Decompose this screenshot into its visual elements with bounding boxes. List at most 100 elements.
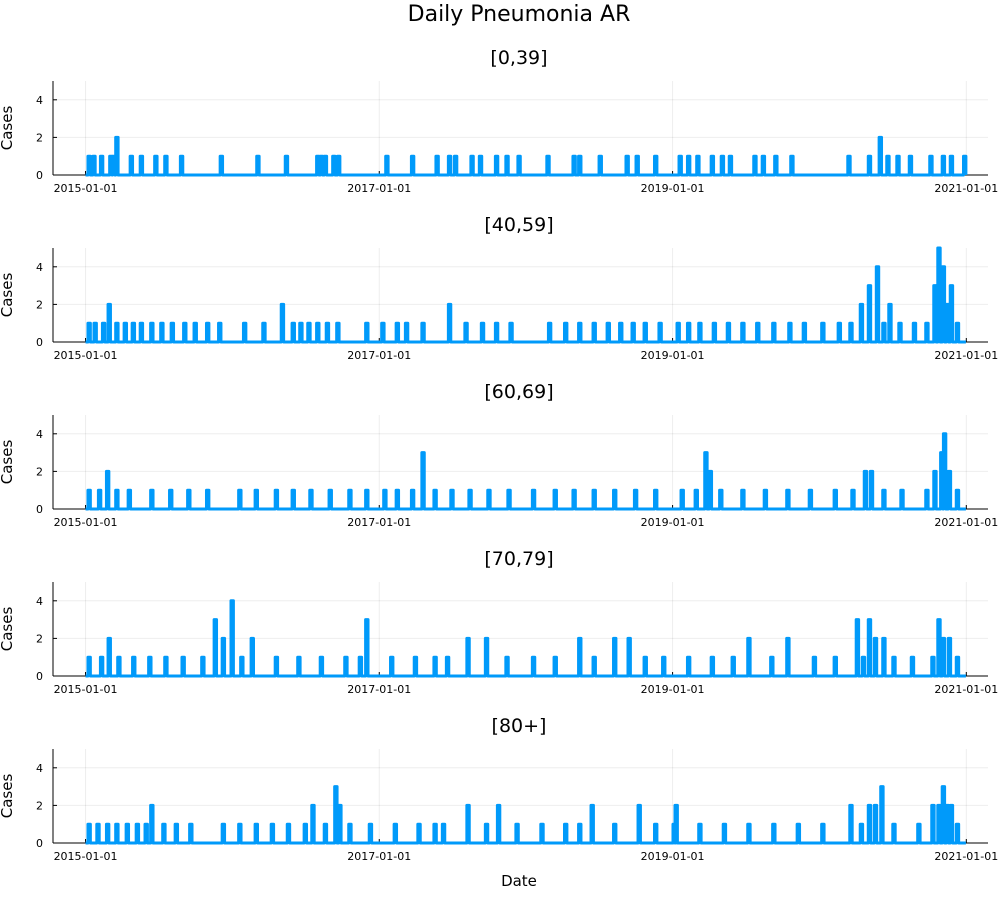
event-spike xyxy=(221,638,225,676)
event-spike xyxy=(892,824,896,843)
event-spike xyxy=(454,156,458,175)
event-spike xyxy=(238,490,242,509)
series-line xyxy=(85,135,968,177)
event-spike xyxy=(592,657,596,676)
event-spike xyxy=(139,323,143,342)
event-spike xyxy=(772,323,776,342)
event-spike xyxy=(243,323,247,342)
event-spike xyxy=(949,285,953,342)
event-spike xyxy=(365,323,369,342)
event-spike xyxy=(613,490,617,509)
event-spike xyxy=(323,824,327,843)
event-spike xyxy=(955,490,959,509)
event-spike xyxy=(464,323,468,342)
event-spike xyxy=(115,323,119,342)
y-tick-label: 0 xyxy=(36,503,43,516)
event-spike xyxy=(383,490,387,509)
y-axis-label: Cases xyxy=(0,273,16,318)
event-spike xyxy=(878,137,882,175)
event-spike xyxy=(107,304,111,342)
event-spike xyxy=(888,304,892,342)
event-spike xyxy=(139,156,143,175)
event-spike xyxy=(786,490,790,509)
event-spike xyxy=(925,490,929,509)
event-spike xyxy=(590,805,594,843)
event-spike xyxy=(183,323,187,342)
event-spike xyxy=(448,304,452,342)
event-spike xyxy=(213,619,217,676)
event-spike xyxy=(358,657,362,676)
event-spike xyxy=(123,323,127,342)
event-spike xyxy=(654,824,658,843)
event-spike xyxy=(708,471,712,509)
x-tick-label: 2019-01-01 xyxy=(641,850,705,863)
event-spike xyxy=(505,657,509,676)
event-spike xyxy=(468,490,472,509)
event-spike xyxy=(687,323,691,342)
event-spike xyxy=(206,323,210,342)
event-spike xyxy=(943,433,947,509)
event-spike xyxy=(710,657,714,676)
event-spike xyxy=(553,490,557,509)
event-spike xyxy=(867,285,871,342)
event-spike xyxy=(154,156,158,175)
event-spike xyxy=(509,323,513,342)
x-tick-label: 2021-01-01 xyxy=(934,349,998,362)
event-spike xyxy=(812,657,816,676)
event-spike xyxy=(625,156,629,175)
event-spike xyxy=(747,638,751,676)
panel-title: [80+] xyxy=(492,715,547,737)
event-spike xyxy=(435,156,439,175)
event-spike xyxy=(704,452,708,509)
event-spike xyxy=(761,156,765,175)
y-tick-label: 0 xyxy=(36,336,43,349)
event-spike xyxy=(572,490,576,509)
subplot-3: [60,69] Cases 0 2 4 2015-01-01 2017-01-01 2019-… xyxy=(0,381,998,529)
x-tick-label: 2019-01-01 xyxy=(641,516,705,529)
event-spike xyxy=(433,490,437,509)
event-spike xyxy=(256,156,260,175)
y-tick-label: 2 xyxy=(36,799,43,812)
event-spike xyxy=(821,824,825,843)
panel-title: [70,79] xyxy=(484,548,553,570)
x-tick-label: 2017-01-01 xyxy=(347,683,411,696)
y-tick-label: 0 xyxy=(36,837,43,850)
event-spike xyxy=(405,323,409,342)
event-spike xyxy=(898,323,902,342)
event-spike xyxy=(634,490,638,509)
event-spike xyxy=(385,156,389,175)
event-spike xyxy=(291,323,295,342)
panel-title: [40,59] xyxy=(484,214,553,236)
event-spike xyxy=(495,156,499,175)
event-spike xyxy=(696,156,700,175)
event-spike xyxy=(774,156,778,175)
event-spike xyxy=(395,490,399,509)
event-spike xyxy=(450,490,454,509)
event-spike xyxy=(658,323,662,342)
event-spike xyxy=(164,156,168,175)
y-tick-label: 4 xyxy=(36,428,43,441)
event-spike xyxy=(931,657,935,676)
x-tick-label: 2021-01-01 xyxy=(934,850,998,863)
event-spike xyxy=(947,471,951,509)
event-spike xyxy=(763,490,767,509)
event-spike xyxy=(433,657,437,676)
event-spike xyxy=(160,323,164,342)
event-spike xyxy=(937,805,941,843)
event-spike xyxy=(532,657,536,676)
event-spike xyxy=(328,490,332,509)
event-spike xyxy=(98,490,102,509)
y-tick-label: 4 xyxy=(36,261,43,274)
event-spike xyxy=(284,156,288,175)
subplot-2: [40,59] Cases 0 2 4 2015-01-01 2017-01-01 2019-… xyxy=(0,214,998,362)
event-spike xyxy=(150,323,154,342)
event-spike xyxy=(365,619,369,676)
event-spike xyxy=(654,490,658,509)
event-spike xyxy=(307,323,311,342)
y-tick-label: 2 xyxy=(36,298,43,311)
event-spike xyxy=(334,786,338,843)
event-spike xyxy=(929,156,933,175)
event-spike xyxy=(87,824,91,843)
x-tick-label: 2017-01-01 xyxy=(347,182,411,195)
